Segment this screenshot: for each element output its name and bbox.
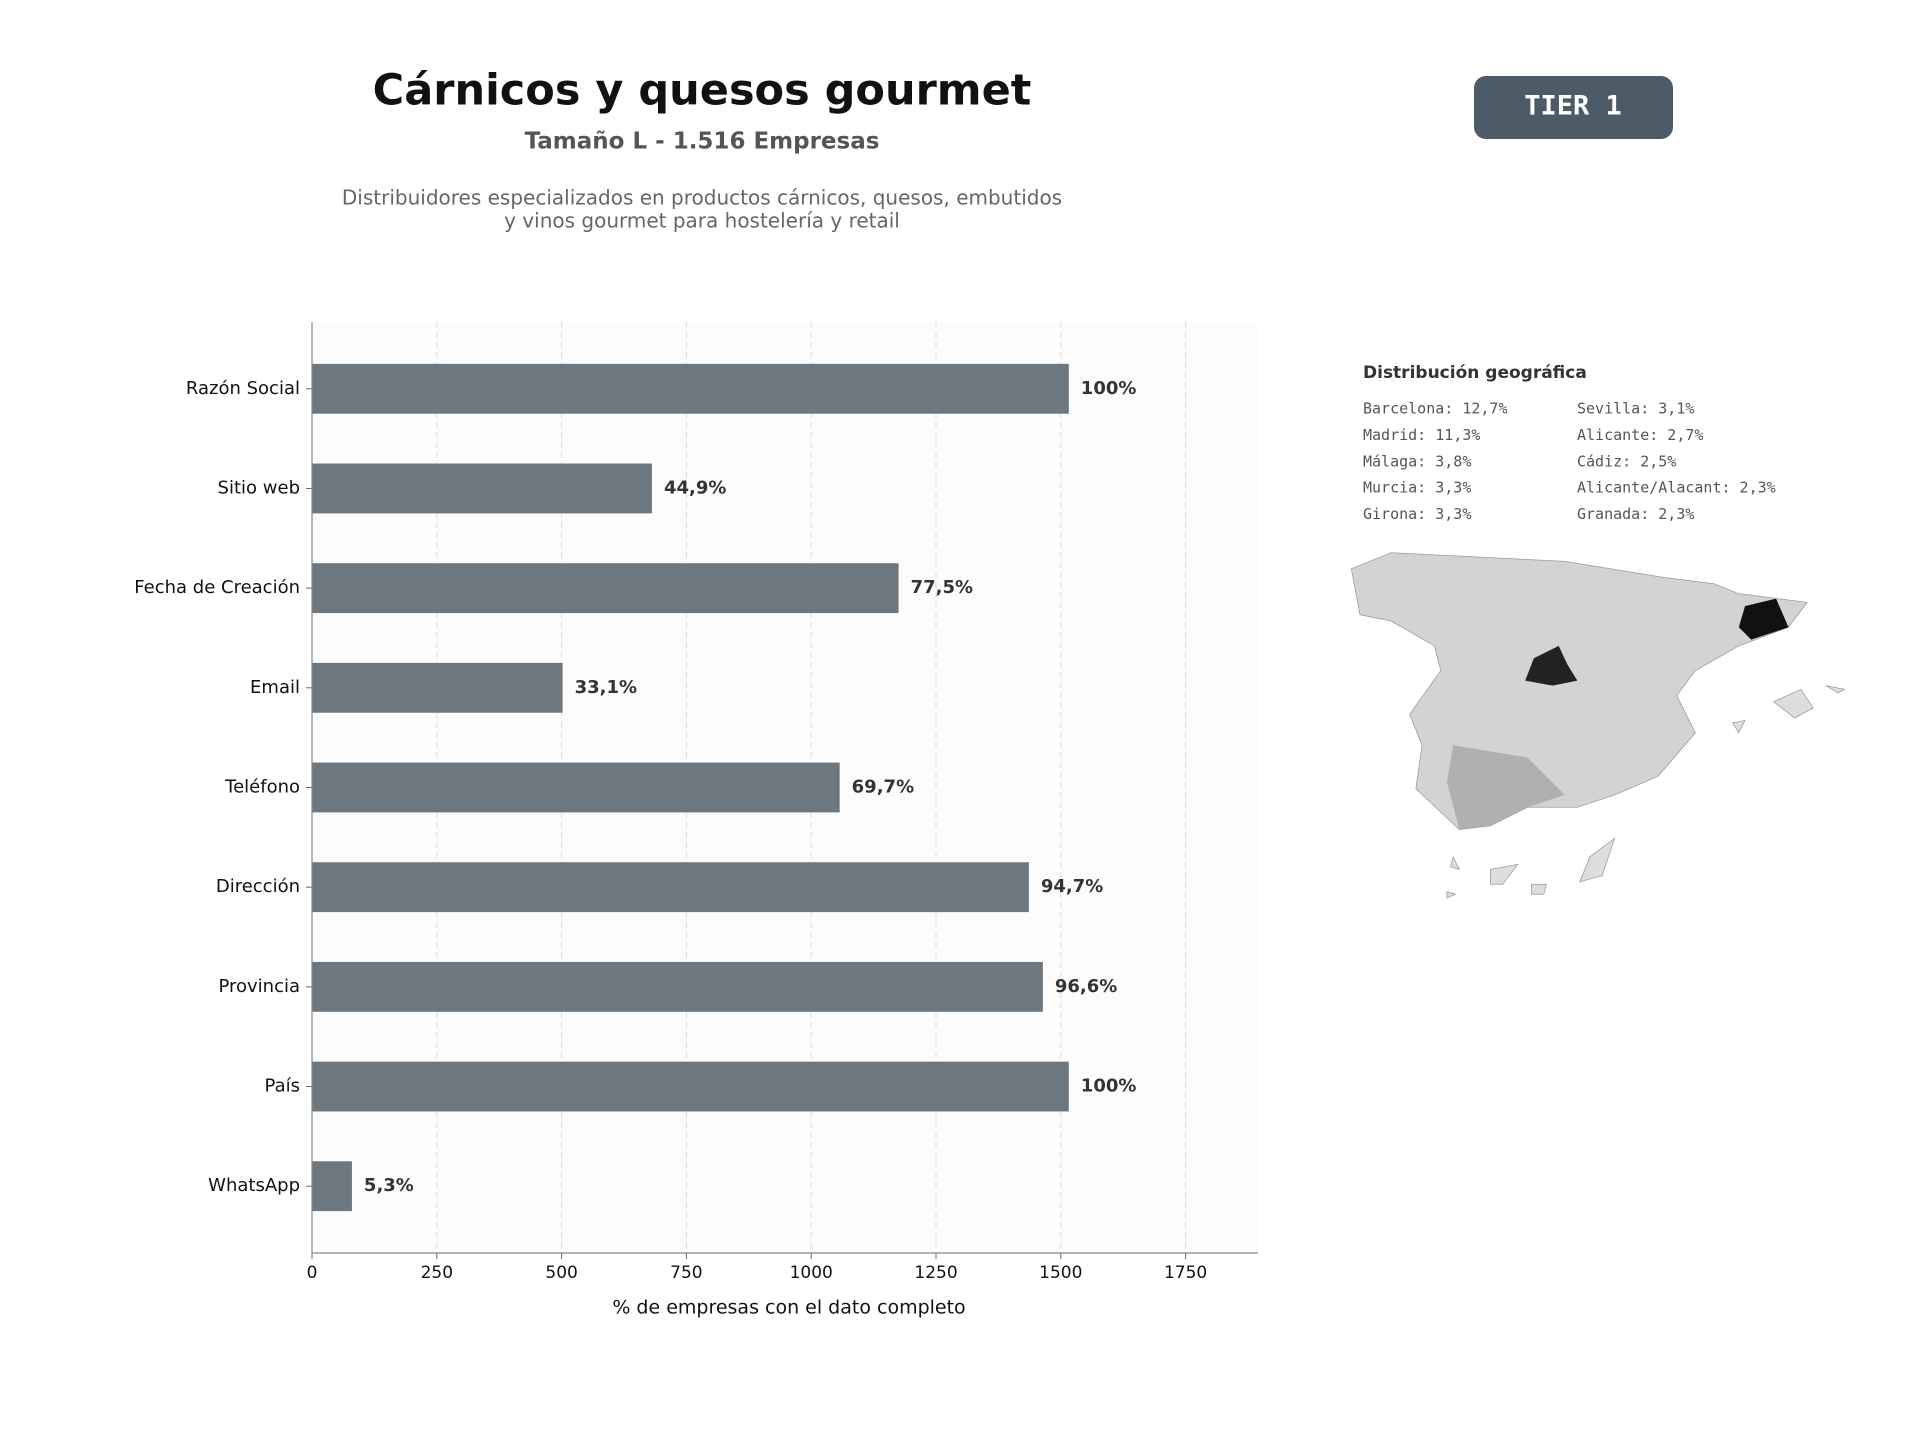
geo-item: Alicante: 2,7% bbox=[1577, 426, 1703, 444]
x-tick-label: 0 bbox=[307, 1263, 318, 1283]
spain-mainland bbox=[1350, 552, 1808, 831]
description: Distribuidores especializados en product… bbox=[342, 186, 1062, 210]
x-tick-label: 1750 bbox=[1164, 1263, 1207, 1283]
description: y vinos gourmet para hostelería y retail bbox=[504, 209, 900, 233]
value-label: 33,1% bbox=[575, 677, 637, 698]
value-label: 5,3% bbox=[364, 1175, 414, 1196]
geo-item: Málaga: 3,8% bbox=[1363, 452, 1471, 470]
geo-title: Distribución geográfica bbox=[1363, 363, 1587, 383]
badge bbox=[1474, 76, 1673, 139]
y-tick-label: WhatsApp bbox=[208, 1175, 300, 1196]
bar bbox=[312, 961, 1043, 1012]
geo-item: Granada: 2,3% bbox=[1577, 505, 1694, 523]
bar bbox=[312, 862, 1029, 913]
geo-item: Girona: 3,3% bbox=[1363, 505, 1471, 523]
geo-item: Cádiz: 2,5% bbox=[1577, 452, 1676, 470]
bar bbox=[312, 563, 899, 614]
y-tick-label: Email bbox=[250, 677, 300, 698]
bar bbox=[312, 1061, 1069, 1112]
region-barcelona bbox=[1738, 598, 1789, 640]
value-label: 100% bbox=[1081, 1076, 1137, 1097]
value-label: 69,7% bbox=[852, 777, 914, 798]
x-tick-label: 500 bbox=[545, 1263, 577, 1283]
geo-item: Barcelona: 12,7% bbox=[1363, 400, 1508, 418]
map bbox=[1350, 552, 1846, 899]
x-tick-label: 250 bbox=[421, 1263, 453, 1283]
geo-item: Madrid: 11,3% bbox=[1363, 426, 1480, 444]
geo-item: Alicante/Alacant: 2,3% bbox=[1577, 479, 1776, 497]
x-axis-label: % de empresas con el dato completo bbox=[612, 1297, 965, 1319]
value-label: 94,7% bbox=[1041, 876, 1103, 897]
title: Cárnicos y quesos gourmet bbox=[373, 66, 1032, 116]
subtitle: Tamaño L - 1.516 Empresas bbox=[525, 129, 880, 155]
y-tick-label: Teléfono bbox=[224, 777, 300, 798]
value-label: 44,9% bbox=[664, 477, 726, 498]
geo-item: Murcia: 3,3% bbox=[1363, 479, 1471, 497]
x-tick-label: 1000 bbox=[790, 1263, 833, 1283]
region-south bbox=[1446, 745, 1565, 830]
x-tick-label: 1250 bbox=[914, 1263, 957, 1283]
x-tick-label: 750 bbox=[670, 1263, 702, 1283]
y-tick-label: Provincia bbox=[218, 976, 300, 997]
x-tick-label: 1500 bbox=[1039, 1263, 1082, 1283]
geo-item: Sevilla: 3,1% bbox=[1577, 400, 1694, 418]
bar bbox=[312, 463, 652, 514]
canarias bbox=[1446, 837, 1616, 899]
bar bbox=[312, 662, 563, 713]
y-tick-label: Razón Social bbox=[186, 378, 300, 399]
bar bbox=[312, 762, 840, 813]
value-label: 100% bbox=[1081, 378, 1137, 399]
value-label: 96,6% bbox=[1055, 976, 1117, 997]
y-tick-label: País bbox=[265, 1076, 300, 1097]
value-label: 77,5% bbox=[911, 577, 973, 598]
y-tick-label: Dirección bbox=[216, 876, 300, 897]
region-madrid bbox=[1525, 645, 1578, 686]
y-tick-label: Sitio web bbox=[218, 477, 300, 498]
y-tick-label: Fecha de Creación bbox=[134, 577, 300, 598]
baleares bbox=[1731, 685, 1846, 734]
bar bbox=[312, 1161, 352, 1212]
badge-text: TIER 1 bbox=[1524, 91, 1622, 122]
bar bbox=[312, 363, 1069, 414]
